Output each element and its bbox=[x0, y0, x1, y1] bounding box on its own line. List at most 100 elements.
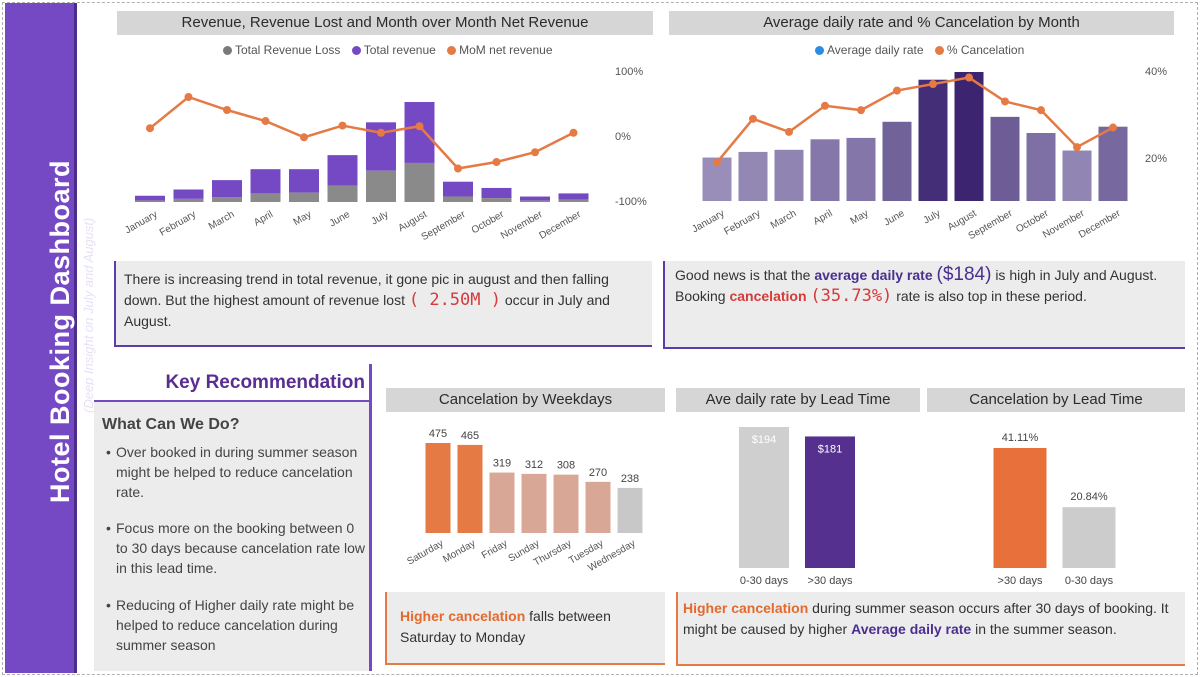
weekday-bar bbox=[521, 473, 547, 533]
note-text: during summer season occurs after 30 day… bbox=[683, 600, 1169, 637]
cancel-point bbox=[1073, 143, 1081, 152]
weekday-bar bbox=[585, 481, 611, 533]
x-tick-label: July bbox=[370, 209, 391, 227]
mom-point bbox=[338, 121, 347, 130]
legend-item[interactable]: Total revenue bbox=[351, 43, 436, 57]
legend-label: MoM net revenue bbox=[459, 43, 553, 57]
adr-bar bbox=[918, 79, 948, 201]
x-tick-label: December bbox=[538, 209, 584, 242]
cancel-point bbox=[785, 127, 793, 136]
note-highlight: cancelation bbox=[729, 288, 807, 304]
revenue-loss-bar bbox=[327, 185, 358, 202]
note-highlight: Higher cancelation bbox=[683, 600, 809, 616]
legend-item[interactable]: Average daily rate bbox=[815, 43, 924, 57]
weekday-bar bbox=[457, 444, 483, 533]
cancel-point bbox=[893, 86, 901, 95]
x-tick-label: 0-30 days bbox=[740, 575, 789, 587]
revenue-loss-bar bbox=[443, 196, 473, 202]
adr-bar bbox=[882, 121, 912, 201]
cancel-leadtime-bar bbox=[993, 448, 1047, 568]
adr-leadtime-bar bbox=[739, 427, 789, 568]
note-value: (35.73%) bbox=[810, 286, 893, 306]
cancel-leadtime-bar bbox=[1062, 507, 1116, 568]
recommendation-item: Reducing of Higher daily rate might be h… bbox=[106, 595, 368, 655]
chart1-legend: Total Revenue Loss Total revenue MoM net… bbox=[223, 43, 561, 58]
leadtime-insight-note: Higher cancelation during summer season … bbox=[676, 592, 1185, 666]
x-tick-label: July bbox=[922, 208, 943, 226]
mom-point bbox=[146, 124, 154, 133]
data-label: $194 bbox=[752, 434, 776, 446]
revenue-bar bbox=[173, 189, 204, 199]
revenue-bar bbox=[443, 181, 473, 197]
revenue-loss-bar bbox=[212, 197, 242, 202]
cancel-point bbox=[857, 106, 865, 115]
chart2-title: Average daily rate and % Cancelation by … bbox=[669, 11, 1174, 35]
legend-item[interactable]: Total Revenue Loss bbox=[223, 43, 340, 57]
legend-item[interactable]: MoM net revenue bbox=[447, 43, 553, 57]
revenue-bar bbox=[212, 180, 242, 198]
revenue-loss-bar bbox=[520, 200, 550, 202]
legend-item[interactable]: % Cancelation bbox=[934, 43, 1025, 57]
mom-point bbox=[569, 128, 578, 137]
revenue-bar bbox=[404, 102, 435, 163]
right-axis-tick: 100% bbox=[615, 66, 643, 78]
legend-label: % Cancelation bbox=[946, 43, 1025, 57]
revenue-bar bbox=[289, 169, 319, 193]
note-text: There is increasing trend in total reven… bbox=[124, 271, 609, 308]
note-text: occur in July and August. bbox=[124, 292, 610, 329]
recommendation-subtitle: What Can We Do? bbox=[102, 416, 240, 433]
note-text: is high in July and August. Booking bbox=[675, 267, 1158, 304]
data-label: 312 bbox=[525, 459, 543, 471]
right-axis-tick: 0% bbox=[615, 131, 631, 143]
revenue-bar bbox=[481, 187, 512, 199]
x-tick-label: April bbox=[252, 209, 275, 229]
weekday-bar bbox=[617, 487, 643, 533]
weekday-bar bbox=[553, 474, 579, 533]
note-text: Good news is that the bbox=[675, 267, 811, 283]
legend-label: Total revenue bbox=[363, 43, 436, 57]
x-tick-label: Monday bbox=[441, 538, 477, 565]
x-tick-label: January bbox=[123, 209, 159, 236]
right-axis-tick: 20% bbox=[1145, 153, 1167, 165]
adr-bar bbox=[1026, 132, 1056, 201]
cancel-leadtime-chart: 41.11% >30 days 20.84% 0-30 days bbox=[993, 432, 1116, 587]
revenue-insight-note: There is increasing trend in total reven… bbox=[114, 261, 652, 347]
x-tick-label: >30 days bbox=[808, 575, 853, 587]
note-value: ($184) bbox=[936, 264, 992, 285]
chart4-title: Ave daily rate by Lead Time bbox=[676, 388, 920, 412]
chart3-title: Cancelation by Weekdays bbox=[386, 388, 665, 412]
data-label: 465 bbox=[461, 430, 479, 442]
cancel-line bbox=[716, 76, 1114, 164]
data-label: $181 bbox=[818, 443, 842, 455]
x-tick-label: January bbox=[690, 208, 726, 235]
revenue-loss-bar bbox=[404, 162, 435, 202]
revenue-loss-bar bbox=[558, 199, 589, 202]
revenue-loss-bar bbox=[289, 192, 319, 202]
note-text: falls between Saturday to Monday bbox=[400, 608, 611, 645]
x-tick-label: February bbox=[722, 208, 762, 238]
dashboard-title: Hotel Booking Dashboard bbox=[45, 159, 75, 503]
x-tick-label: June bbox=[882, 208, 907, 229]
revenue-loss-bar bbox=[135, 200, 165, 202]
cancel-point bbox=[965, 73, 973, 82]
note-highlight: Higher cancelation bbox=[400, 608, 526, 624]
right-axis-tick: 40% bbox=[1145, 66, 1167, 78]
recommendation-title: Key Recommendation bbox=[94, 364, 369, 402]
x-tick-label: 0-30 days bbox=[1065, 575, 1114, 587]
note-highlight: Average daily rate bbox=[851, 621, 972, 637]
x-tick-label: May bbox=[292, 209, 314, 228]
cancel-point bbox=[1109, 123, 1117, 132]
weekday-chart: 475Saturday465Monday319Friday312Sunday30… bbox=[405, 428, 643, 574]
revenue-bar bbox=[558, 193, 589, 200]
cancel-point bbox=[713, 158, 721, 167]
cancel-point bbox=[1001, 97, 1009, 106]
cancel-point bbox=[821, 101, 829, 110]
x-tick-label: April bbox=[812, 208, 835, 228]
note-value: ( 2.50M ) bbox=[408, 290, 501, 310]
adr-bar bbox=[1098, 126, 1128, 201]
note-text: rate is also top in these period. bbox=[896, 288, 1087, 304]
sidebar: Hotel Booking Dashboard (Deep Insight on… bbox=[5, 3, 96, 673]
data-label: 238 bbox=[621, 473, 639, 485]
